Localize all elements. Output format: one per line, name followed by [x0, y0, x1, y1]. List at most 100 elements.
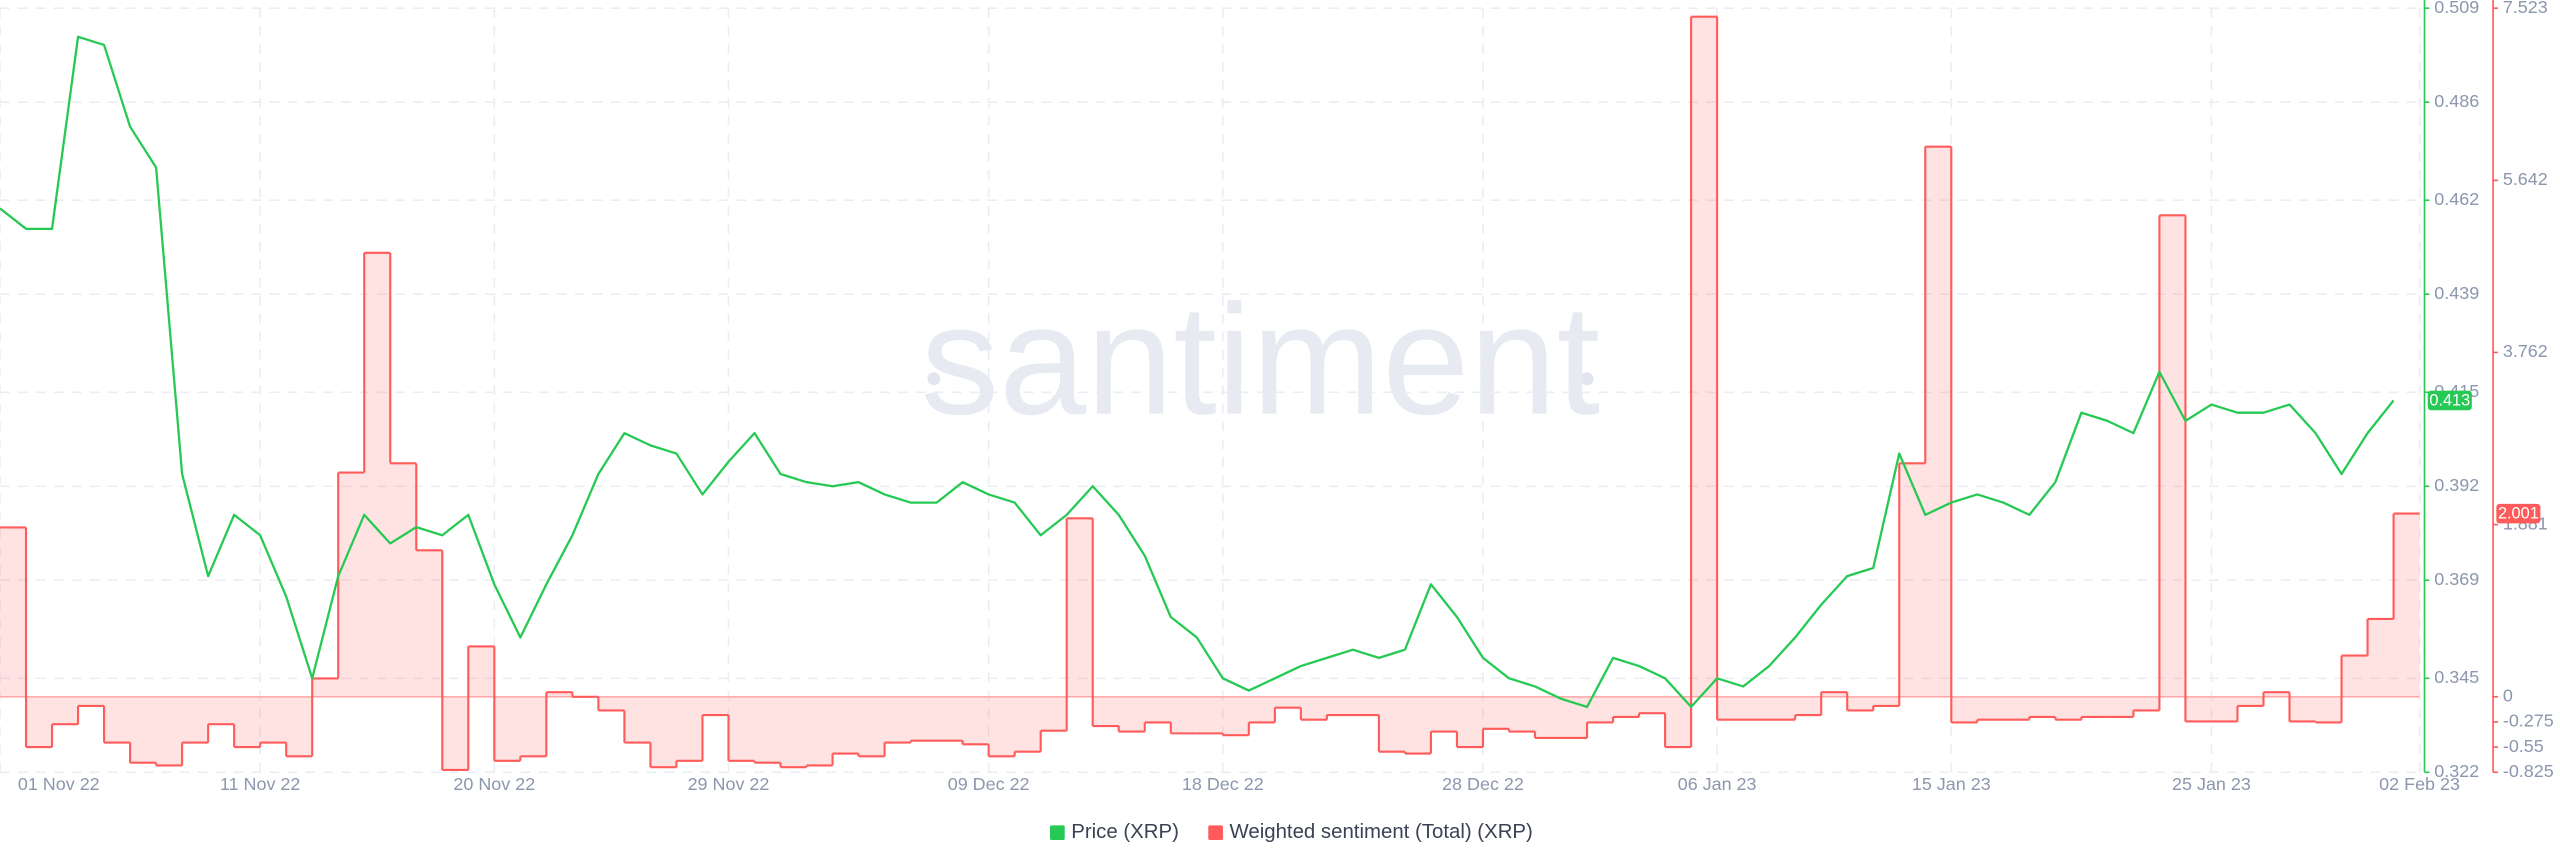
sentiment-area — [2237, 696, 2264, 706]
sentiment-area — [78, 696, 105, 706]
y2-tick-label: -0.825 — [2503, 761, 2554, 781]
sentiment-area — [1066, 518, 1093, 697]
y2-tick-label: -0.55 — [2503, 736, 2544, 756]
sentiment-area — [2159, 215, 2186, 697]
sentiment-area — [2029, 696, 2056, 717]
sentiment-area — [26, 696, 53, 748]
value-badge — [2496, 503, 2541, 524]
sentiment-area — [156, 696, 183, 766]
watermark-dot — [1580, 372, 1594, 386]
sentiment-area — [1248, 696, 1275, 723]
sentiment-area — [2289, 696, 2316, 722]
sentiment-area — [2263, 692, 2290, 697]
price-line — [0, 35, 2395, 709]
y-tick-label: 0.509 — [2434, 0, 2479, 17]
sentiment-area — [260, 696, 287, 743]
sentiment-area — [416, 550, 443, 697]
sentiment-area — [1482, 696, 1509, 729]
sentiment-area — [520, 696, 547, 757]
sentiment-area — [1092, 696, 1119, 727]
sentiment-area — [598, 696, 625, 711]
sentiment-area — [1899, 463, 1926, 697]
sentiment-area — [546, 692, 573, 697]
sentiment-area — [1118, 696, 1145, 732]
x-tick-label: 09 Dec 22 — [948, 774, 1030, 794]
x-tick-label: 20 Nov 22 — [453, 774, 535, 794]
legend: Price (XRP) Weighted sentiment (Total) (X… — [1050, 821, 1533, 843]
sentiment-area — [2341, 655, 2368, 697]
legend-label: Price (XRP) — [1071, 821, 1179, 843]
sentiment-area — [1665, 696, 1692, 748]
y-tick-label: 0.462 — [2434, 189, 2479, 209]
watermark: santiment — [921, 273, 1600, 448]
sentiment-area — [1144, 696, 1171, 723]
sentiment-area — [858, 696, 885, 757]
x-tick-label: 29 Nov 22 — [688, 774, 770, 794]
watermark-dot — [927, 372, 941, 386]
sentiment-area — [0, 527, 27, 697]
sentiment-area — [806, 696, 833, 766]
x-tick-label: 01 Nov 22 — [18, 774, 100, 794]
sentiment-area — [1951, 696, 1978, 723]
sentiment-area — [624, 696, 651, 743]
y-tick-label: 0.392 — [2434, 475, 2479, 495]
sentiment-area — [1873, 696, 1900, 706]
sentiment-area — [1925, 146, 1952, 697]
sentiment-area — [1430, 696, 1457, 732]
y-tick-label: 0.439 — [2434, 283, 2479, 303]
sentiment-area — [1300, 696, 1327, 720]
sentiment-area — [104, 696, 131, 743]
sentiment-area — [1196, 696, 1223, 734]
value-badge-label: 0.413 — [2429, 392, 2470, 410]
y-tick-label: 0.322 — [2434, 761, 2479, 781]
legend-swatch — [1050, 825, 1065, 841]
sentiment-area — [494, 696, 521, 761]
sentiment-area — [650, 696, 677, 768]
sentiment-area — [2133, 696, 2160, 711]
sentiment-area — [910, 696, 937, 741]
sentiment-area — [208, 696, 235, 725]
sentiment-area — [1274, 696, 1301, 708]
y-tick-label: 0.369 — [2434, 569, 2479, 589]
x-tick-label: 25 Jan 23 — [2172, 774, 2251, 794]
y2-tick-label: -0.275 — [2503, 711, 2554, 731]
sentiment-area — [2211, 696, 2238, 722]
sentiment-area — [1821, 692, 1848, 697]
y2-tick-label: 5.642 — [2503, 169, 2548, 189]
x-tick-label: 15 Jan 23 — [1912, 774, 1991, 794]
sentiment-area — [1222, 696, 1249, 736]
sentiment-area — [1456, 696, 1483, 748]
sentiment-area — [364, 252, 391, 697]
sentiment-area — [1743, 696, 1770, 720]
sentiment-area — [702, 696, 729, 716]
sentiment-area — [1378, 696, 1405, 752]
sentiment-area — [1977, 696, 2004, 720]
sentiment-area — [286, 696, 313, 757]
sentiment-area — [1535, 696, 1562, 738]
sentiment-area — [2081, 696, 2108, 717]
sentiment-area — [52, 696, 79, 725]
y2-tick-label: 3.762 — [2503, 341, 2548, 361]
sentiment-area — [962, 696, 989, 745]
sentiment-area — [780, 696, 807, 768]
x-tick-label: 28 Dec 22 — [1442, 774, 1524, 794]
sentiment-area — [234, 696, 261, 748]
sentiment-area — [2315, 696, 2342, 723]
sentiment-area — [182, 696, 209, 743]
legend-swatch — [1208, 825, 1223, 841]
sentiment-area — [2107, 696, 2134, 717]
sentiment-area — [1040, 696, 1067, 731]
y2-tick-label: 7.523 — [2503, 0, 2548, 17]
y2-tick-label: 0 — [2503, 685, 2513, 705]
x-tick-label: 11 Nov 22 — [220, 774, 300, 794]
sentiment-area — [2003, 696, 2030, 720]
sentiment-area — [754, 696, 781, 763]
sentiment-area — [1352, 696, 1379, 716]
sentiment-area — [1691, 16, 1718, 697]
sentiment-area — [468, 646, 495, 697]
x-tick-label: 06 Jan 23 — [1678, 774, 1757, 794]
sentiment-area — [832, 696, 859, 754]
sentiment-area — [676, 696, 703, 761]
y-tick-label: 0.486 — [2434, 91, 2479, 111]
